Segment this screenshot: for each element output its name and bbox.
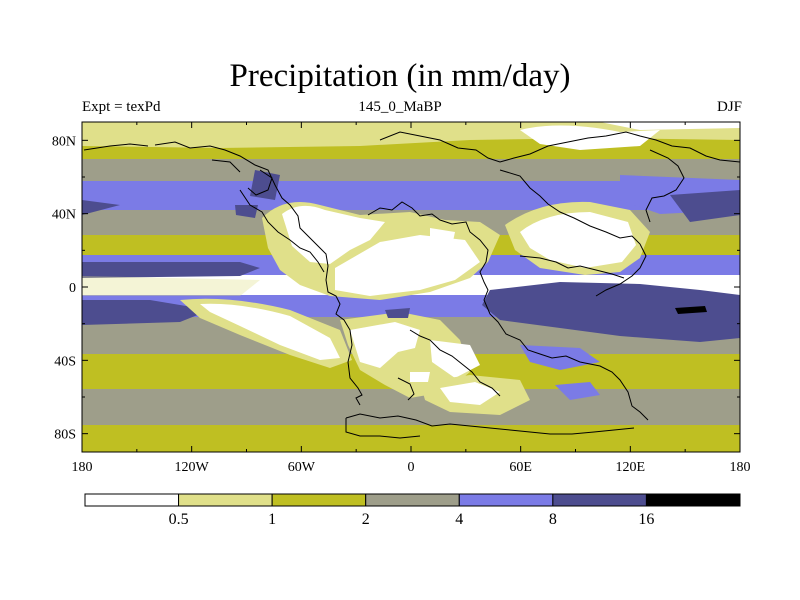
x-tick-label: 120W [175, 460, 210, 475]
region [520, 345, 600, 370]
coastline [519, 255, 625, 279]
coastline [345, 413, 635, 435]
region [82, 200, 120, 215]
region [282, 205, 385, 264]
region [410, 372, 430, 382]
colorbar-label: 16 [638, 511, 654, 528]
region [430, 228, 455, 246]
colorbar-swatch [178, 493, 273, 507]
region [82, 300, 210, 325]
region [335, 235, 480, 296]
coastline [247, 169, 273, 196]
x-tick-label: 0 [408, 460, 415, 475]
colorbar-swatch [84, 493, 180, 507]
coastline [345, 418, 421, 439]
region [440, 382, 500, 405]
y-tick-label: 80S [54, 428, 76, 443]
coastline [379, 131, 740, 163]
x-tick-label: 180 [72, 460, 93, 475]
region [520, 212, 636, 268]
region [82, 276, 260, 296]
time-label: 145_0_MaBP [358, 99, 442, 115]
coastline [499, 169, 647, 297]
coastline [367, 201, 649, 421]
y-tick-label: 80N [52, 134, 76, 149]
colorbar-swatch [271, 493, 367, 507]
coastline [211, 159, 241, 173]
colorbar-label: 8 [549, 511, 557, 528]
y-axis: 80N 40N 0 40S 80S [52, 134, 740, 443]
region [235, 205, 258, 218]
x-tick-label: 120E [616, 460, 646, 475]
experiment-label: Expt = texPd [82, 99, 161, 115]
coastlines [83, 131, 740, 439]
region [385, 308, 410, 318]
season-label: DJF [716, 99, 742, 115]
region [250, 170, 280, 200]
coastline [409, 329, 501, 397]
colorbar-swatch [552, 493, 647, 507]
y-tick-label: 0 [69, 281, 76, 296]
region [82, 280, 260, 292]
coastline [645, 149, 685, 223]
chart-title: Precipitation (in mm/day) [229, 58, 571, 94]
colorbar-label: 1 [268, 511, 276, 528]
region [482, 282, 740, 342]
y-tick-label: 40N [52, 208, 76, 223]
region [600, 122, 740, 130]
x-tick-label: 60W [288, 460, 316, 475]
region [200, 303, 340, 360]
coastline [83, 143, 149, 151]
y-tick-label: 40S [54, 354, 76, 369]
colorbar-swatch [365, 493, 460, 507]
region [670, 190, 740, 222]
coastline [239, 189, 325, 273]
colorbar-swatch [458, 493, 554, 507]
coastline [154, 141, 363, 406]
region [675, 306, 707, 314]
x-tick-label: 60E [509, 460, 532, 475]
band [82, 159, 740, 181]
colorbar-swatch [645, 493, 741, 507]
colorbar-label: 4 [455, 511, 463, 528]
map-plot-area [82, 122, 740, 452]
region [82, 262, 260, 278]
x-axis: 180 120W 60W 0 60E 120E 180 [72, 122, 751, 475]
x-tick-label: 180 [730, 460, 751, 475]
colorbar-label: 2 [362, 511, 370, 528]
colorbar: 0.5 1 2 4 8 16 [84, 493, 741, 528]
coastline [397, 377, 415, 401]
region [350, 322, 420, 368]
region [555, 382, 600, 400]
colorbar-label: 0.5 [169, 511, 189, 528]
